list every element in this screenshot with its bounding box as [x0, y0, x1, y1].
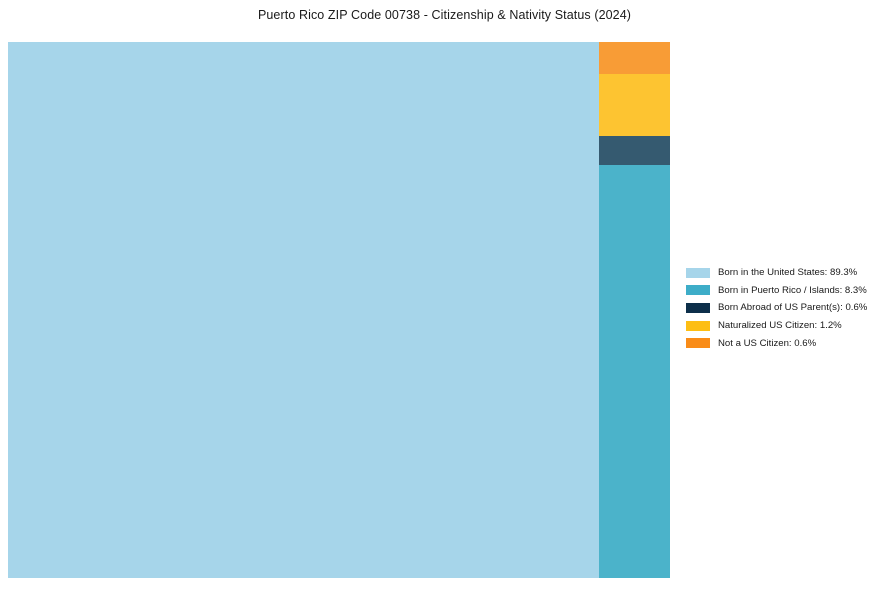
legend-label-born-in-puerto-rico-islands: Born in Puerto Rico / Islands: 8.3%: [718, 284, 867, 296]
legend-swatch-icon-naturalized-us-citizen: [686, 320, 710, 331]
treemap-tile-not-a-us-citizen[interactable]: [599, 42, 670, 74]
chart-title: Puerto Rico ZIP Code 00738 - Citizenship…: [257, 8, 632, 22]
treemap-plot-area: [8, 42, 670, 578]
legend-item-born-abroad-of-us-parents[interactable]: Born Abroad of US Parent(s): 0.6%: [686, 299, 882, 317]
legend-swatch-icon-born-in-puerto-rico-islands: [686, 285, 710, 296]
legend-label-born-abroad-of-us-parents: Born Abroad of US Parent(s): 0.6%: [718, 302, 868, 314]
legend-swatch-icon-not-a-us-citizen: [686, 338, 710, 349]
treemap-tile-born-abroad-of-us-parents[interactable]: [599, 136, 670, 165]
legend-label-not-a-us-citizen: Not a US Citizen: 0.6%: [718, 337, 817, 349]
treemap-tile-naturalized-us-citizen[interactable]: [599, 74, 670, 136]
legend-swatch-icon-born-abroad-of-us-parents: [686, 302, 710, 313]
treemap-tile-born-in-puerto-rico-islands[interactable]: [599, 165, 670, 578]
legend-item-naturalized-us-citizen[interactable]: Naturalized US Citizen: 1.2%: [686, 317, 882, 335]
legend-label-born-in-the-united-states: Born in the United States: 89.3%: [718, 267, 858, 279]
legend-item-born-in-the-united-states[interactable]: Born in the United States: 89.3%: [686, 264, 882, 282]
legend-swatch-icon-born-in-the-united-states: [686, 267, 710, 278]
treemap-tile-born-in-the-united-states[interactable]: [8, 42, 599, 578]
chart-legend: Born in the United States: 89.3% Born in…: [686, 264, 882, 352]
legend-label-naturalized-us-citizen: Naturalized US Citizen: 1.2%: [718, 320, 842, 332]
legend-item-not-a-us-citizen[interactable]: Not a US Citizen: 0.6%: [686, 334, 882, 352]
legend-item-born-in-puerto-rico-islands[interactable]: Born in Puerto Rico / Islands: 8.3%: [686, 282, 882, 300]
